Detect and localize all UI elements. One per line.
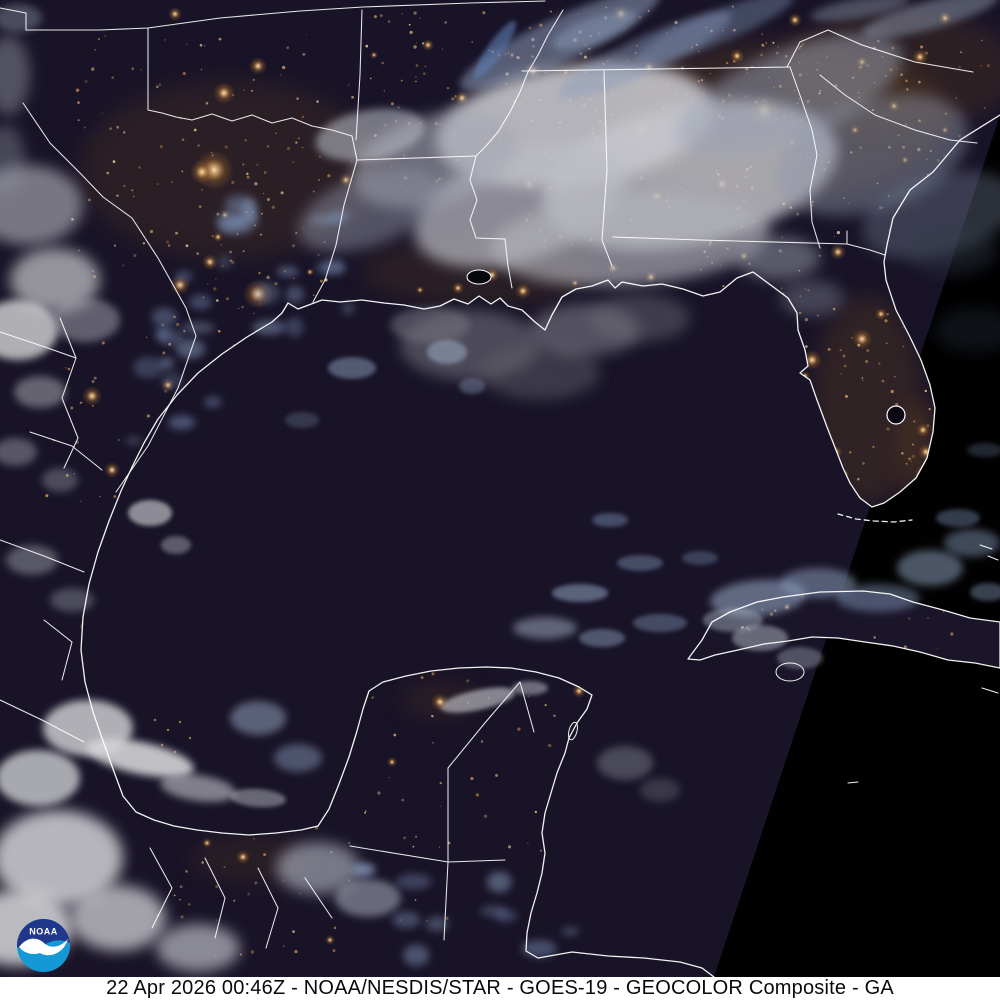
lake-okeechobee (886, 405, 906, 425)
satellite-map (0, 0, 1000, 977)
lakes-layer (466, 269, 906, 425)
coastline-layer (80, 114, 1000, 977)
cloud-layer (0, 0, 1000, 972)
oil-platform-lights (153, 718, 192, 754)
caption-bar: 22 Apr 2026 00:46Z - NOAA/NESDIS/STAR - … (0, 977, 1000, 1000)
noaa-bird-wing-icon (19, 940, 39, 948)
lake-pontchartrain (466, 269, 492, 285)
state-borders-layer (0, 0, 978, 949)
noaa-logo-text: NOAA (29, 927, 58, 937)
caption-text: 22 Apr 2026 00:46Z - NOAA/NESDIS/STAR - … (106, 977, 894, 999)
noaa-logo: NOAA (17, 919, 70, 972)
small-islands (847, 544, 999, 784)
florida-keys (837, 513, 913, 523)
